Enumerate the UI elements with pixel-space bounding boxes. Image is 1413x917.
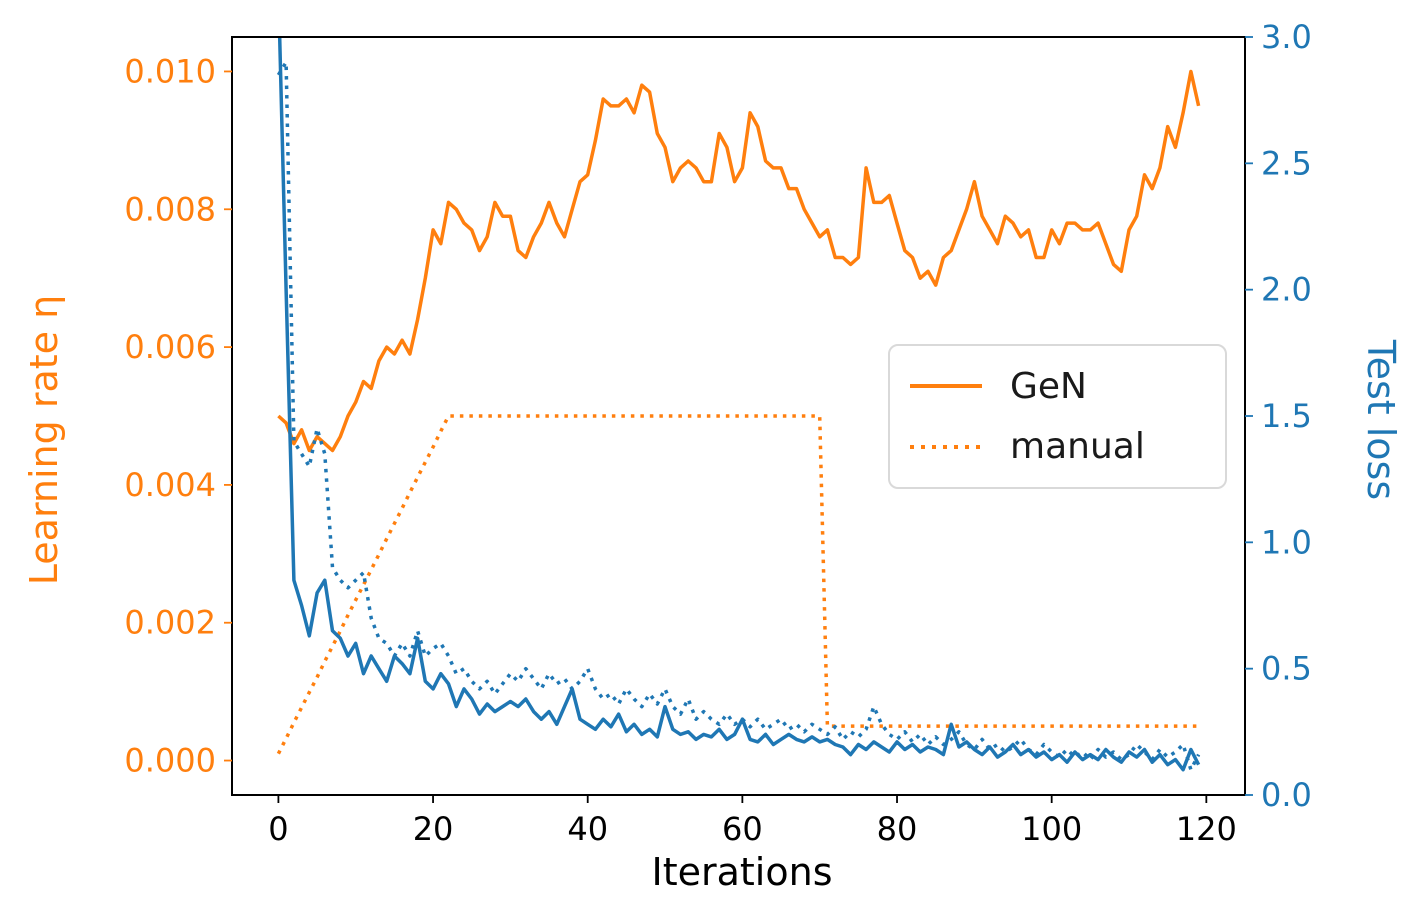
left-tick-label-5: 0.010 xyxy=(124,52,216,90)
left-tick-label-0: 0.000 xyxy=(124,742,216,780)
x-tick-label-0: 0 xyxy=(268,810,288,848)
left-y-axis-label: Learning rate η xyxy=(22,294,66,586)
legend: GeN manual xyxy=(888,344,1227,489)
right-y-axis-label: Test loss xyxy=(1359,339,1403,501)
left-tick-label-3: 0.006 xyxy=(124,328,216,366)
x-axis-label: Iterations xyxy=(651,850,833,894)
left-tick-label-2: 0.004 xyxy=(124,466,216,504)
series-line-2 xyxy=(277,37,1201,772)
left-tick-label-4: 0.008 xyxy=(124,190,216,228)
right-tick-label-3: 1.5 xyxy=(1261,397,1312,435)
series-line-0 xyxy=(277,69,1201,453)
x-tick-label-3: 60 xyxy=(722,810,763,848)
legend-label-manual: manual xyxy=(1010,426,1145,468)
legend-label-gen: GeN xyxy=(1010,365,1087,407)
legend-item-gen: GeN xyxy=(908,366,1225,407)
right-tick-label-4: 2.0 xyxy=(1261,271,1312,309)
legend-solid-line-icon xyxy=(910,384,982,389)
right-tick-label-6: 3.0 xyxy=(1261,18,1312,56)
right-tick-label-5: 2.5 xyxy=(1261,144,1312,182)
right-tick-label-2: 1.0 xyxy=(1261,523,1312,561)
x-tick-label-2: 40 xyxy=(567,810,608,848)
legend-dotted-line-icon xyxy=(910,444,982,449)
x-tick-label-6: 120 xyxy=(1176,810,1237,848)
x-tick-label-1: 20 xyxy=(413,810,454,848)
x-tick-label-5: 100 xyxy=(1021,810,1082,848)
left-tick-label-1: 0.002 xyxy=(124,604,216,642)
series-line-1 xyxy=(276,414,1199,755)
right-tick-label-0: 0.0 xyxy=(1261,776,1312,814)
x-tick-label-4: 80 xyxy=(877,810,918,848)
right-tick-label-1: 0.5 xyxy=(1261,650,1312,688)
legend-item-manual: manual xyxy=(908,426,1225,467)
